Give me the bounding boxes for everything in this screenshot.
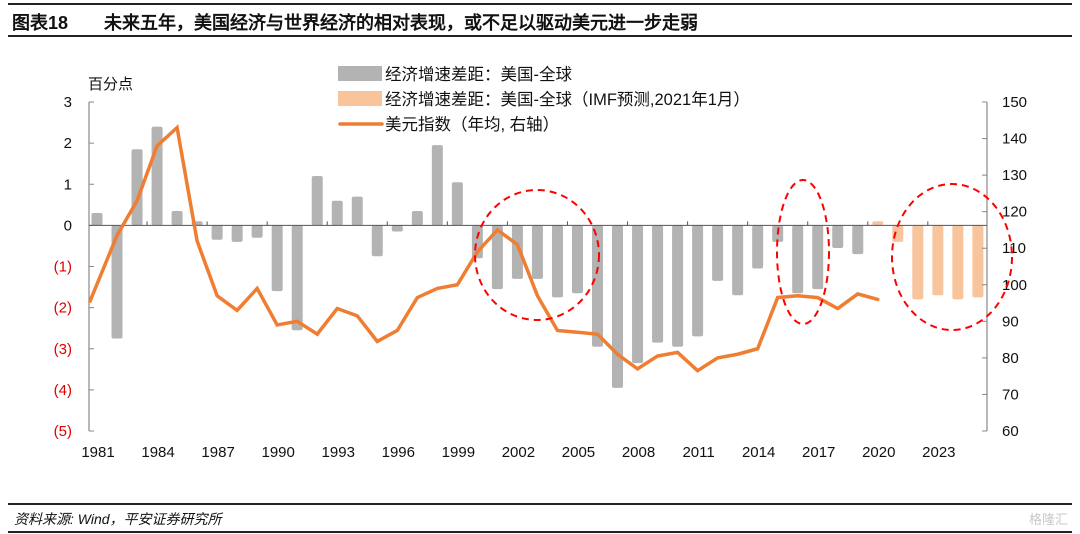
bar-forecast-2022 <box>912 225 924 300</box>
bar-forecast-2020 <box>872 221 884 226</box>
right-tick-label: 100 <box>1002 277 1027 294</box>
bar-actual-2003 <box>531 225 543 279</box>
axes-layer: 3 2 1 0 (1) (2) (3) (4) (5) 150 140 130 120 110 100 90 8… <box>54 94 1027 461</box>
bar-actual-1981 <box>91 213 103 226</box>
bar-actual-1985 <box>171 210 183 226</box>
left-tick-label: 0 <box>64 217 72 234</box>
source-note: 资料来源: Wind，平安证券研究所 <box>14 511 222 527</box>
figure-number: 图表18 <box>12 13 69 33</box>
highlight-ellipse-2002-2005 <box>474 189 600 321</box>
bar-actual-2012 <box>712 225 724 281</box>
watermark: 格隆汇 <box>1028 512 1068 527</box>
x-tick-label: 2011 <box>682 444 714 461</box>
bar-actual-1987 <box>211 225 223 240</box>
bar-actual-2011 <box>692 225 704 337</box>
bar-forecast-2021 <box>892 225 904 242</box>
bar-actual-2009 <box>652 225 664 343</box>
right-tick-label: 120 <box>1002 204 1027 221</box>
legend-label-actual: 经济增速差距：美国-全球 <box>385 65 572 84</box>
x-tick-label: 2023 <box>922 444 955 461</box>
chart: 3 2 1 0 (1) (2) (3) (4) (5) 150 140 130 120 110 100 90 8… <box>54 65 1027 461</box>
title-bar: 图表18 未来五年，美国经济与世界经济的相对表现，或不足以驱动美元进一步走弱 <box>8 3 1072 37</box>
bar-actual-2010 <box>672 225 684 347</box>
x-tick-label: 2017 <box>802 444 835 461</box>
bar-actual-2017 <box>812 225 824 290</box>
right-tick-label: 140 <box>1002 131 1027 148</box>
x-tick-label: 2020 <box>862 444 895 461</box>
x-tick-label: 1984 <box>141 444 174 461</box>
left-tick-label: 2 <box>64 135 72 152</box>
bar-actual-2007 <box>612 225 624 388</box>
right-tick-label: 130 <box>1002 167 1027 184</box>
bar-actual-2001 <box>491 225 503 290</box>
bar-forecast-2023 <box>932 225 944 296</box>
right-tick-label: 80 <box>1002 350 1019 367</box>
bar-forecast-2024 <box>952 225 964 300</box>
bar-actual-2018 <box>832 225 844 248</box>
x-tick-label: 1993 <box>322 444 355 461</box>
bar-actual-1990 <box>271 225 283 292</box>
legend: 经济增速差距：美国-全球 经济增速差距：美国-全球（IMF预测,2021年1月）… <box>338 65 750 134</box>
right-tick-label: 110 <box>1002 240 1026 257</box>
left-tick-label: (4) <box>54 382 72 399</box>
legend-swatch-forecast <box>338 91 382 106</box>
right-tick-label: 90 <box>1002 313 1019 330</box>
x-tick-label: 2005 <box>562 444 595 461</box>
bar-actual-1997 <box>411 210 423 226</box>
legend-label-forecast: 经济增速差距：美国-全球（IMF预测,2021年1月） <box>385 90 750 109</box>
bar-actual-1992 <box>311 176 323 226</box>
right-tick-label: 150 <box>1002 94 1027 111</box>
bar-actual-2002 <box>511 225 523 279</box>
bars-layer <box>91 126 984 388</box>
bar-forecast-2025 <box>972 225 984 298</box>
bar-actual-2006 <box>592 225 603 347</box>
bar-actual-1991 <box>291 225 303 331</box>
x-tick-label: 1990 <box>261 444 294 461</box>
legend-label-line: 美元指数（年均, 右轴） <box>385 115 559 134</box>
bar-actual-1998 <box>431 145 443 226</box>
x-tick-label: 1999 <box>442 444 475 461</box>
left-axis-unit: 百分点 <box>88 76 133 93</box>
legend-swatch-actual <box>338 66 382 81</box>
x-tick-label: 1981 <box>81 444 114 461</box>
bar-actual-2016 <box>792 225 804 294</box>
left-tick-label: (2) <box>54 300 72 317</box>
left-tick-label: (5) <box>54 423 72 440</box>
x-tick-label: 2002 <box>502 444 535 461</box>
bar-actual-2008 <box>632 225 644 364</box>
bar-actual-1996 <box>391 225 403 232</box>
x-tick-label: 2008 <box>622 444 655 461</box>
bar-actual-2005 <box>571 225 583 294</box>
bar-actual-2014 <box>752 225 764 269</box>
chart-title: 未来五年，美国经济与世界经济的相对表现，或不足以驱动美元进一步走弱 <box>104 13 698 33</box>
left-tick-label: 1 <box>64 176 72 193</box>
x-tick-label: 1987 <box>201 444 234 461</box>
bar-actual-2019 <box>852 225 864 255</box>
bar-actual-1989 <box>251 225 263 238</box>
left-tick-label: (3) <box>54 341 72 358</box>
footer: 资料来源: Wind，平安证券研究所 格隆汇 <box>8 503 1072 533</box>
annotation-layer <box>474 179 1013 331</box>
left-tick-label: (1) <box>54 259 72 276</box>
bar-actual-1995 <box>371 225 383 257</box>
right-tick-label: 70 <box>1002 386 1019 403</box>
bar-actual-2004 <box>551 225 563 298</box>
bar-actual-1988 <box>231 225 243 242</box>
bar-actual-1993 <box>331 200 343 226</box>
bar-actual-2013 <box>732 225 744 296</box>
x-tick-label: 2014 <box>742 444 775 461</box>
highlight-ellipse-2016-2017 <box>776 179 830 325</box>
highlight-ellipse-forecast <box>891 183 1013 331</box>
line-layer <box>88 124 880 373</box>
right-tick-label: 60 <box>1002 423 1019 440</box>
bar-actual-1994 <box>351 196 363 226</box>
x-tick-label: 1996 <box>382 444 415 461</box>
bar-actual-1999 <box>451 182 463 226</box>
left-tick-label: 3 <box>64 94 72 111</box>
bar-actual-1982 <box>111 225 123 339</box>
dollar-index-line <box>88 124 880 373</box>
